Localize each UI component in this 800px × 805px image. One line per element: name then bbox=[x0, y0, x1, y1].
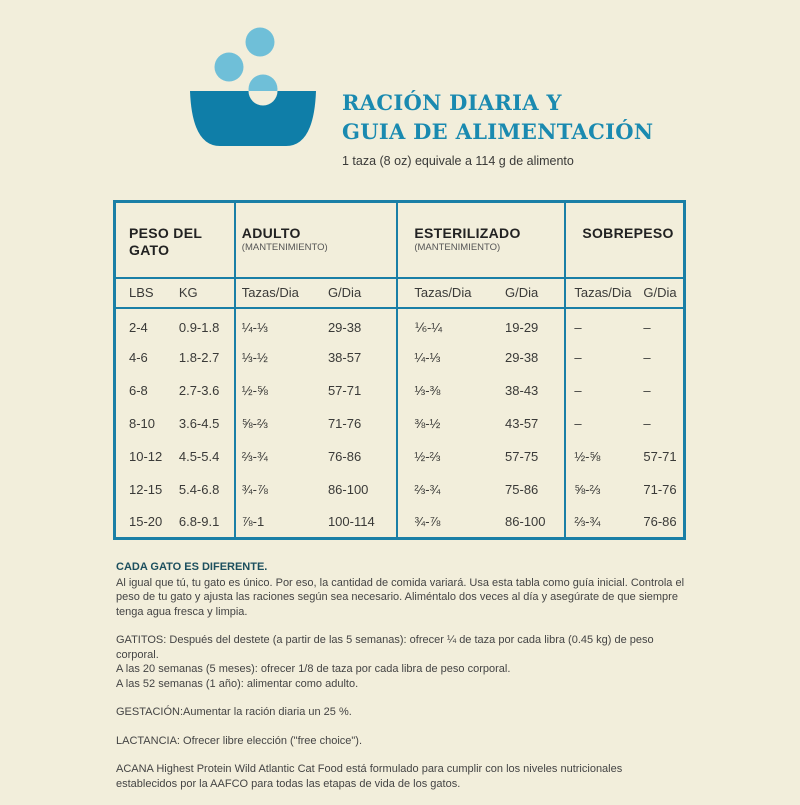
table-row: 8-10 3.6-4.5 ⅝-⅔ 71-76 ⅜-½ 43-57 – – bbox=[115, 406, 685, 440]
table-cell: ⅝-⅔ bbox=[233, 406, 328, 440]
table-cell: ¾-⅞ bbox=[396, 505, 506, 539]
table-cell: 19-29 bbox=[505, 320, 539, 335]
table-cell: 57-71 bbox=[327, 382, 362, 398]
group-adult: ADULTO (MANTENIMIENTO) bbox=[233, 201, 398, 279]
group-title: PESO DEL GATO bbox=[129, 225, 202, 258]
table-cell: 71-76 bbox=[327, 415, 362, 431]
group-title: ADULTO bbox=[241, 225, 301, 241]
subtitle: 1 taza (8 oz) equivale a 114 g de alimen… bbox=[342, 154, 574, 168]
table-cell: ⅜-½ bbox=[396, 406, 506, 440]
table-cell: – bbox=[564, 373, 644, 407]
table-cell: ⅝-⅔ bbox=[564, 472, 644, 506]
table-cell: 38-57 bbox=[327, 349, 362, 365]
table-row: 15-20 6.8-9.1 ⅞-1 100-114 ¾-⅞ 86-100 ⅔-¾ 76-86 bbox=[115, 505, 685, 539]
table-cell: 12-15 bbox=[129, 481, 163, 497]
notes-heading: CADA GATO ES DIFERENTE. bbox=[116, 561, 268, 573]
table-cell: 57-75 bbox=[505, 448, 539, 464]
group-title: SOBREPESO bbox=[582, 225, 674, 241]
table-cell: – bbox=[643, 320, 651, 335]
notes-kittens: GATITOS: Después del destete (a partir d… bbox=[116, 633, 686, 691]
table-cell: – bbox=[564, 340, 644, 374]
table-cell: ½-⅝ bbox=[564, 439, 644, 473]
table-row: 12-15 5.4-6.8 ¾-⅞ 86-100 ⅔-¾ 75-86 ⅝-⅔ 71-76 bbox=[115, 472, 685, 506]
table-cell: – bbox=[643, 349, 651, 365]
table-cell: ¾-⅞ bbox=[233, 472, 328, 506]
notes-gestation: GESTACIÓN:Aumentar la ración diaria un 2… bbox=[116, 706, 352, 718]
table-cell: – bbox=[643, 415, 651, 431]
table-cell: – bbox=[564, 406, 644, 440]
column-header-row: LBS KG Tazas/Dia G/Dia Tazas/Dia G/Dia Tazas/D… bbox=[114, 277, 685, 309]
table-row: 4-6 1.8-2.7 ⅓-½ 38-57 ¼-⅓ 29-38 – – bbox=[115, 340, 685, 374]
table-cell: ⅔-¾ bbox=[564, 505, 644, 539]
group-sterilized: ESTERILIZADO (MANTENIMIENTO) bbox=[396, 201, 566, 279]
table-cell: ⅞-1 bbox=[233, 505, 328, 539]
table-cell: – bbox=[564, 307, 644, 341]
column-header: G/Dia bbox=[643, 277, 685, 309]
table-cell: 76-86 bbox=[643, 513, 677, 529]
table-cell: 4.5-5.4 bbox=[178, 448, 220, 464]
column-header: Tazas/Dia bbox=[396, 277, 506, 309]
notes-lactation: LACTANCIA: Ofrecer libre elección ("free… bbox=[116, 734, 363, 747]
group-title: ESTERILIZADO bbox=[414, 225, 521, 241]
title-line-1: RACIÓN DIARIA Y bbox=[342, 90, 562, 115]
table-cell: ⅔-¾ bbox=[233, 439, 328, 473]
table-cell: 2-4 bbox=[129, 320, 148, 335]
table-cell: 86-100 bbox=[505, 513, 546, 529]
table-cell: ¼-⅓ bbox=[396, 340, 506, 374]
column-header: G/Dia bbox=[327, 277, 398, 309]
table-cell: 43-57 bbox=[505, 415, 539, 431]
group-overweight: SOBREPESO bbox=[564, 201, 685, 279]
column-header: KG bbox=[178, 277, 235, 309]
table-cell: 29-38 bbox=[505, 349, 539, 365]
title-line-2: GUIA DE ALIMENTACIÓN bbox=[342, 119, 654, 144]
table-cell: 75-86 bbox=[505, 481, 539, 497]
table-cell: 15-20 bbox=[129, 513, 163, 529]
column-header: G/Dia bbox=[505, 277, 566, 309]
table-cell: 29-38 bbox=[327, 320, 362, 335]
kitten-line: GATITOS: Después del destete (a partir d… bbox=[116, 634, 654, 661]
group-subtitle: (MANTENIMIENTO) bbox=[414, 242, 501, 253]
notes-aafco: ACANA Highest Protein Wild Atlantic Cat … bbox=[116, 763, 623, 790]
group-header-row: PESO DEL GATO ADULTO (MANTENIMIENTO) ESTE… bbox=[114, 201, 685, 279]
table-row: 6-8 2.7-3.6 ½-⅝ 57-71 ⅓-⅜ 38-43 – – bbox=[115, 373, 685, 407]
notes: CADA GATO ES DIFERENTE. Al igual que tú,… bbox=[116, 560, 686, 805]
table-cell: 71-76 bbox=[643, 481, 677, 497]
table-cell: 5.4-6.8 bbox=[178, 481, 220, 497]
column-header: Tazas/Dia bbox=[233, 277, 328, 309]
group-weight: PESO DEL GATO bbox=[114, 201, 235, 279]
table-cell: ½-⅔ bbox=[396, 439, 506, 473]
table-cell: ⅔-¾ bbox=[396, 472, 506, 506]
column-header: Tazas/Dia bbox=[564, 277, 644, 309]
group-subtitle: (MANTENIMIENTO) bbox=[241, 242, 328, 253]
table-cell: 76-86 bbox=[327, 448, 362, 464]
table-cell: ½-⅝ bbox=[233, 373, 328, 407]
table-cell: 86-100 bbox=[327, 481, 369, 497]
bowl-icon bbox=[190, 27, 316, 146]
table-cell: 4-6 bbox=[129, 349, 148, 365]
notes-intro: Al igual que tú, tu gato es único. Por e… bbox=[116, 576, 685, 618]
table-cell: ⅓-½ bbox=[233, 340, 328, 374]
table-cell: 8-10 bbox=[129, 415, 156, 431]
table-cell: 38-43 bbox=[505, 382, 539, 398]
page-title: RACIÓN DIARIA Y GUIA DE ALIMENTACIÓN bbox=[342, 88, 653, 146]
kitten-line: A las 20 semanas (5 meses): ofrecer 1/8 … bbox=[116, 663, 511, 675]
table-cell: 6-8 bbox=[129, 382, 148, 398]
kitten-line: A las 52 semanas (1 año): alimentar como… bbox=[116, 677, 359, 690]
table-cell: 57-71 bbox=[643, 448, 677, 464]
table-cell: 2.7-3.6 bbox=[178, 382, 220, 398]
table-cell: 10-12 bbox=[129, 448, 163, 464]
table-cell: 1.8-2.7 bbox=[178, 349, 220, 365]
table-cell: 100-114 bbox=[327, 513, 375, 529]
table-cell: 3.6-4.5 bbox=[178, 415, 220, 431]
table-row: 10-12 4.5-5.4 ⅔-¾ 76-86 ½-⅔ 57-75 ½-⅝ 57-71 bbox=[115, 439, 685, 473]
table-cell: – bbox=[643, 382, 651, 398]
feeding-table: PESO DEL GATO ADULTO (MANTENIMIENTO) ESTE… bbox=[113, 200, 686, 540]
table-cell: ⅓-⅜ bbox=[396, 373, 506, 407]
table-cell: ⅙-¼ bbox=[396, 307, 506, 341]
table-row: 2-4 0.9-1.8 ¼-⅓ 29-38 ⅙-¼ 19-29 – – bbox=[115, 307, 685, 341]
column-header: LBS bbox=[114, 277, 179, 309]
table-cell: 0.9-1.8 bbox=[178, 320, 220, 335]
table-cell: ¼-⅓ bbox=[233, 307, 328, 341]
table-cell: 6.8-9.1 bbox=[178, 513, 220, 529]
